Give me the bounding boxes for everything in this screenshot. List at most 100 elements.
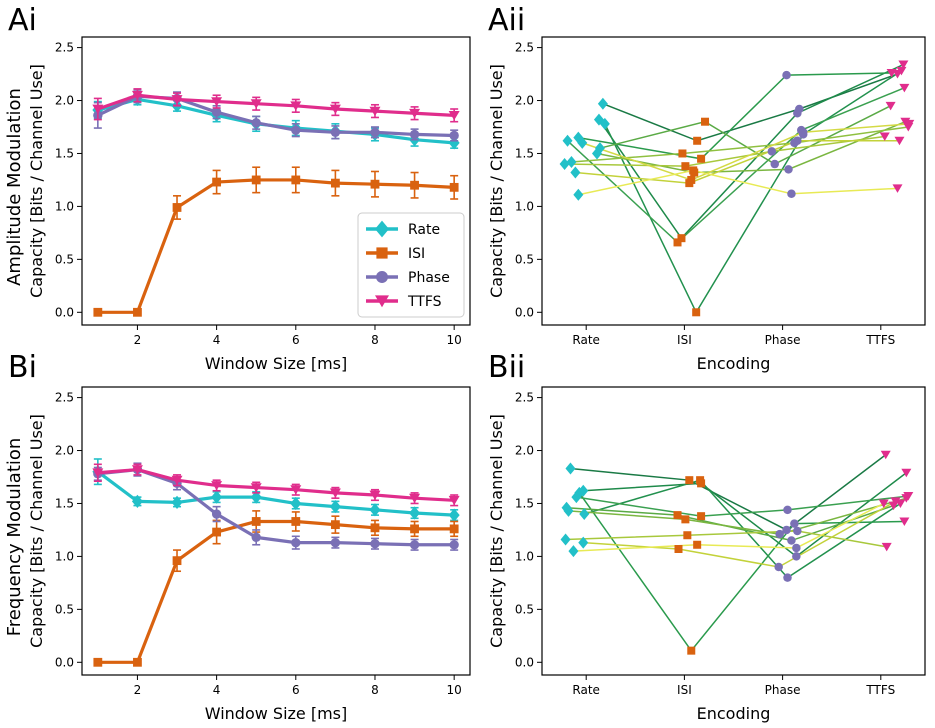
panel-label-aii: Aii [488, 3, 525, 38]
data-point [290, 101, 302, 111]
data-point [93, 657, 103, 667]
data-point [212, 527, 222, 537]
data-point [449, 130, 459, 141]
legend-frame [357, 212, 465, 318]
x-tick-label: 4 [213, 333, 221, 347]
data-point-ttfs [896, 66, 907, 76]
data-point [211, 490, 223, 504]
data-point [290, 485, 302, 495]
x-axis-label: Window Size [ms] [205, 354, 348, 373]
data-point [370, 127, 380, 137]
data-point-isi [692, 308, 701, 317]
row-label-amplitude: Amplitude Modulation [4, 88, 25, 286]
data-point-phase [790, 519, 799, 528]
data-point-ttfs [878, 499, 889, 508]
data-point [329, 500, 341, 514]
plot-frame [81, 386, 471, 676]
data-point-rate [571, 491, 582, 504]
individual-lines [564, 63, 910, 314]
y-tick-label: 0.5 [55, 602, 74, 616]
data-point-isi [677, 234, 686, 243]
series-ttfs [92, 88, 460, 123]
y-tick-label: 1.0 [55, 199, 74, 213]
data-point-isi [687, 175, 696, 184]
y-axis-label: Capacity [Bits / Channel Use] [27, 414, 46, 648]
markers [560, 450, 914, 655]
data-point-phase [787, 536, 796, 545]
y-tick-label: 2.0 [55, 94, 74, 108]
data-point-phase [783, 505, 792, 515]
data-point-rate [577, 136, 588, 149]
data-point-isi [674, 545, 683, 553]
data-point [171, 475, 183, 486]
data-point [370, 539, 380, 549]
y-tick-label: 1.5 [515, 146, 534, 160]
data-point-ttfs [879, 132, 890, 142]
data-point-isi [687, 646, 696, 655]
x-tick-label: 8 [371, 683, 379, 697]
data-point-rate [560, 533, 571, 546]
y-tick-label: 0.0 [55, 655, 74, 669]
data-point-phase [793, 526, 802, 536]
plot-ai: 0.0 0.5 1.0 1.5 2.0 2.5 Capacity [Bits / Chann… [27, 36, 471, 373]
individual-line [567, 87, 905, 244]
data-point [131, 90, 143, 101]
data-point [369, 106, 381, 117]
individual-line [583, 500, 896, 568]
data-point [211, 481, 223, 491]
data-point-ttfs [901, 494, 912, 503]
data-point-phase [770, 159, 779, 169]
x-tick-label: Phase [765, 683, 801, 697]
data-point [410, 180, 419, 190]
series-line [97, 178, 455, 314]
data-point-ttfs [881, 542, 892, 552]
data-point [291, 537, 301, 548]
y-tick-label: 2.0 [515, 444, 534, 458]
data-point [131, 494, 143, 508]
data-point-rate [568, 545, 579, 558]
y-tick-label: 2.5 [515, 41, 534, 55]
series-line [97, 467, 455, 502]
data-point-phase [798, 128, 808, 137]
x-tick-label: 8 [371, 333, 379, 347]
y-tick-label: 0.5 [515, 602, 534, 616]
data-point-isi [697, 154, 706, 163]
data-point [211, 97, 223, 107]
individual-line [570, 454, 887, 531]
panel-label-ai: Ai [8, 3, 37, 38]
data-point [329, 104, 341, 114]
data-point-isi [693, 136, 702, 145]
data-point [171, 495, 183, 510]
series-phase [93, 462, 459, 551]
markers [559, 60, 915, 317]
y-tick-label: 0.0 [515, 655, 534, 669]
y-tick-label: 1.0 [515, 549, 534, 563]
series-line [97, 467, 455, 547]
data-point [211, 509, 222, 519]
data-point [251, 118, 261, 128]
data-point-isi [683, 531, 692, 540]
plot-frame [541, 36, 926, 326]
data-point-rate [579, 508, 590, 521]
data-point [93, 307, 103, 317]
data-point [369, 490, 381, 500]
data-point-isi [678, 149, 687, 158]
data-point-ttfs [885, 101, 896, 111]
x-tick-label: 4 [213, 683, 221, 697]
data-point [369, 503, 381, 517]
x-tick-label: TTFS [865, 683, 895, 697]
legend-marker [375, 220, 389, 238]
x-tick-label: ISI [677, 683, 692, 697]
data-point [172, 203, 182, 212]
data-point-isi [696, 476, 705, 485]
individual-lines [565, 454, 909, 652]
data-point [409, 540, 420, 550]
series-isi [93, 510, 459, 667]
data-point-isi [673, 511, 682, 520]
individual-line [596, 121, 906, 174]
data-point-phase [774, 562, 783, 572]
data-point [250, 490, 262, 504]
data-point-rate [570, 166, 581, 179]
legend-marker [375, 295, 389, 308]
y-tick-label: 2.0 [515, 94, 534, 108]
